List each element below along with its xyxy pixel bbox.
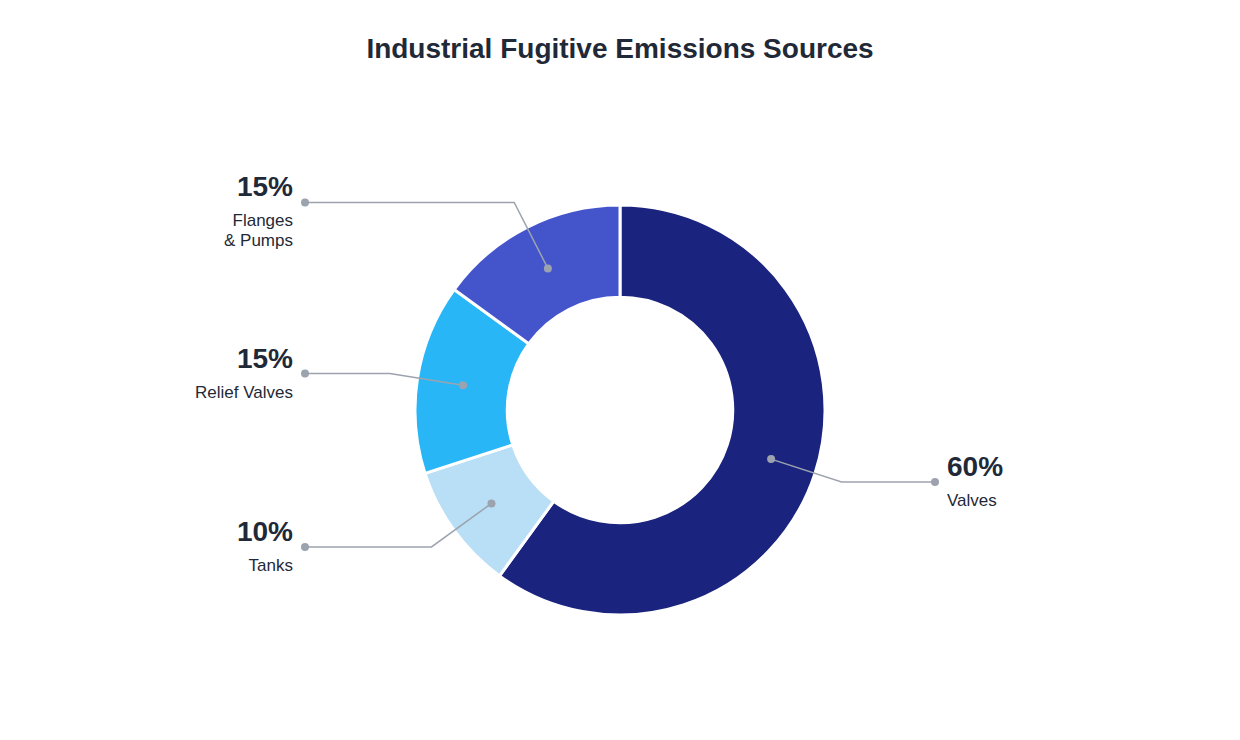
slices bbox=[415, 205, 825, 615]
chart-svg: Industrial Fugitive Emissions Sources 60%… bbox=[0, 0, 1240, 740]
chart-title: Industrial Fugitive Emissions Sources bbox=[366, 33, 873, 64]
category-label: Flanges& Pumps bbox=[224, 211, 293, 250]
connector-dot bbox=[301, 198, 309, 206]
connector-dot bbox=[544, 264, 552, 272]
data-label: 15% bbox=[237, 171, 293, 202]
connector-dot bbox=[931, 478, 939, 486]
connector-dot bbox=[459, 381, 467, 389]
connector-dot bbox=[301, 543, 309, 551]
data-label: 60% bbox=[947, 451, 1003, 482]
connector-line bbox=[305, 374, 463, 386]
chart-container: Industrial Fugitive Emissions Sources 60%… bbox=[0, 0, 1240, 740]
category-label: Valves bbox=[947, 491, 997, 510]
category-label: Tanks bbox=[249, 556, 293, 575]
data-label: 10% bbox=[237, 516, 293, 547]
connector-dot bbox=[301, 370, 309, 378]
labels: 60% Valves 10% Tanks 15% Relief Valves 15% Flan… bbox=[195, 171, 1003, 575]
donut-slice bbox=[454, 205, 620, 344]
connector-line bbox=[771, 459, 935, 482]
data-label: 15% bbox=[237, 343, 293, 374]
connector-dot bbox=[487, 499, 495, 507]
category-label: Relief Valves bbox=[195, 383, 293, 402]
connector-dot bbox=[767, 455, 775, 463]
connector-line bbox=[305, 202, 548, 268]
donut-slice bbox=[500, 205, 825, 615]
connector-line bbox=[305, 503, 491, 547]
